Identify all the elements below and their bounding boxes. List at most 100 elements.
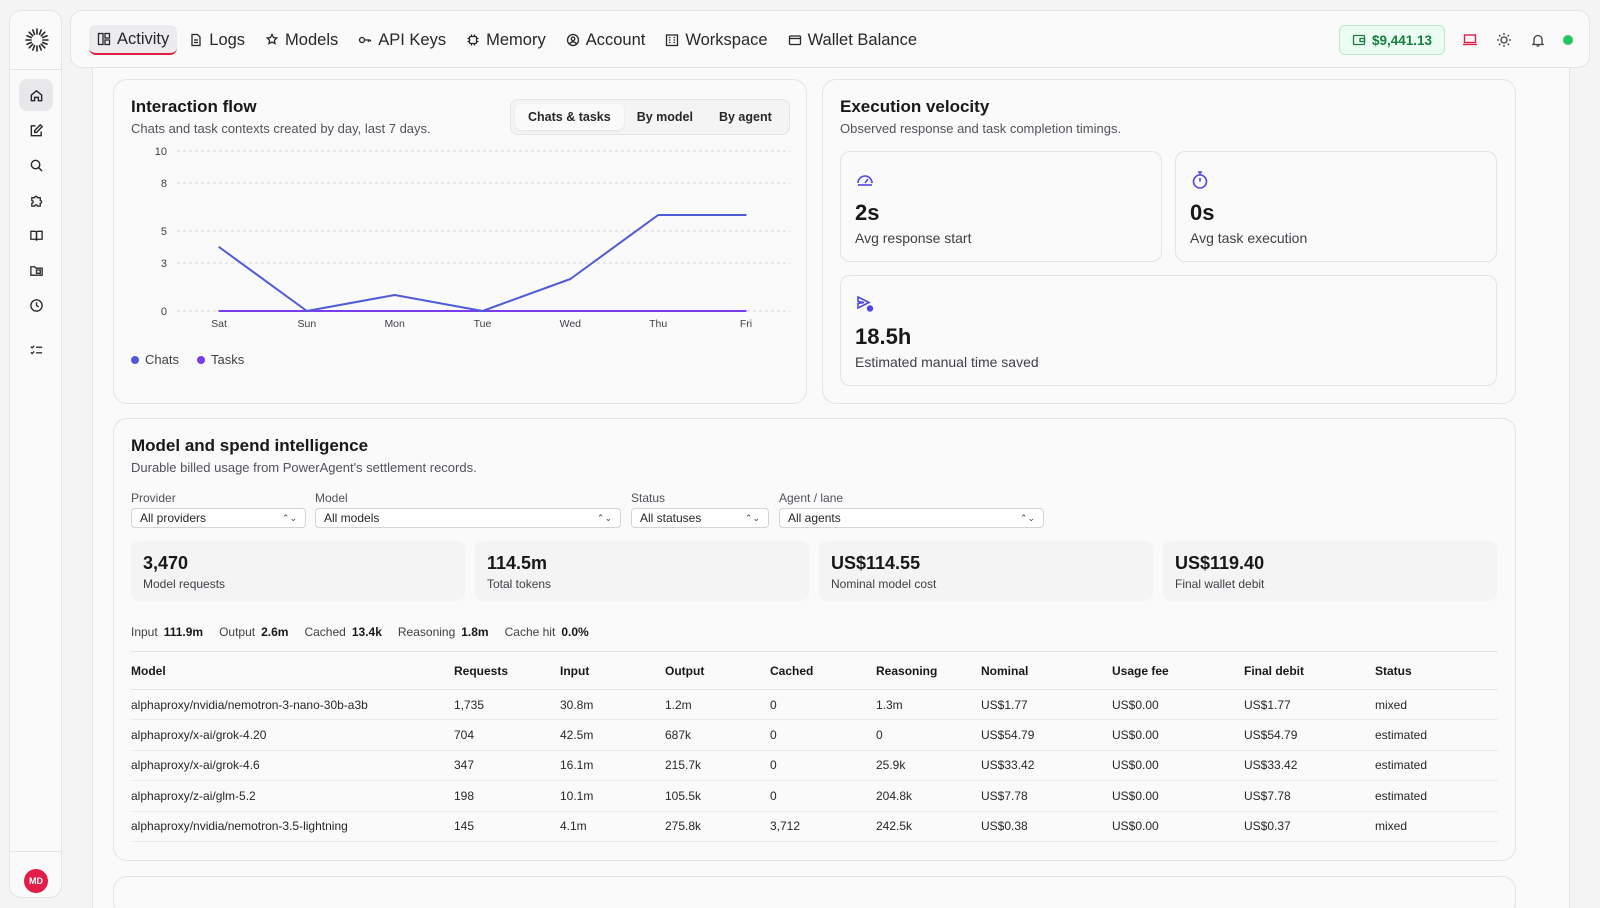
nav-memory[interactable]: Memory (458, 25, 554, 55)
x-tick-label: Wed (560, 318, 582, 330)
column-header[interactable]: Nominal (981, 663, 1029, 678)
data-point-tasks[interactable] (393, 310, 396, 312)
legend-item-tasks[interactable]: Tasks (196, 352, 245, 367)
column-header[interactable]: Final debit (1244, 663, 1304, 678)
notifications-button[interactable] (1529, 31, 1547, 49)
nav-activity[interactable]: Activity (89, 25, 178, 55)
table-row[interactable]: alphaproxy/x-ai/grok-4.20 704 42.5m 687k 0 0 U… (131, 720, 1498, 751)
token-reasoning: Reasoning 1.8m (398, 625, 489, 639)
token-output-label: Output (219, 625, 256, 639)
nav-models[interactable]: Models (257, 25, 346, 55)
data-point-chats[interactable] (306, 310, 308, 312)
book-icon (29, 230, 43, 241)
table-cell: 4.1m (560, 819, 587, 834)
table-cell: 0 (770, 697, 777, 712)
folder-icon (29, 265, 43, 276)
edit-icon (30, 123, 43, 136)
nav-api-keys-label: API Keys (378, 30, 447, 49)
sidebar-item-search[interactable] (19, 149, 53, 181)
tab-by-agent[interactable]: By agent (718, 110, 772, 124)
avatar[interactable]: MD (24, 869, 48, 893)
table-row[interactable]: alphaproxy/x-ai/grok-4.6 347 16.1m 215.7k 0 2… (131, 751, 1498, 782)
model-select[interactable]: All models ⌃⌄ (315, 508, 621, 528)
sidebar-item-history[interactable] (19, 289, 53, 321)
table-cell: 0 (770, 758, 777, 773)
puzzle-icon (30, 195, 42, 207)
clock-icon (29, 298, 43, 312)
interaction-flow-chart: 0 3 5 8 10 Sat Sun Mon Tue Wed Thu Fri (155, 146, 790, 330)
data-point-chats[interactable] (657, 214, 659, 216)
column-header[interactable]: Model (131, 663, 166, 678)
tab-chats-tasks[interactable]: Chats & tasks (515, 104, 624, 130)
table-cell: US$0.00 (1112, 728, 1159, 743)
table-cell: US$0.00 (1112, 697, 1159, 712)
checklist-icon (29, 344, 42, 355)
nav-activity-label: Activity (117, 29, 170, 48)
table-cell: 0 (876, 728, 883, 743)
table-row[interactable]: alphaproxy/nvidia/nemotron-3-nano-30b-a3… (131, 690, 1498, 721)
token-breakdown: Input 111.9m Output 2.6m Cached 13.4k Reaso… (131, 625, 589, 639)
wallet-balance-button[interactable]: $9,441.13 (1338, 25, 1445, 55)
nav-wallet-balance[interactable]: Wallet Balance (780, 25, 925, 55)
chip-icon (467, 34, 479, 46)
gauge-icon (857, 175, 873, 186)
legend-item-chats[interactable]: Chats (131, 352, 179, 367)
table-cell: US$54.79 (981, 728, 1035, 743)
column-header[interactable]: Input (560, 663, 590, 678)
sidebar-item-tasks[interactable] (19, 334, 53, 366)
model-usage-table: Model Requests Input Output Cached Reasoning N… (131, 651, 1498, 842)
data-point-chats[interactable] (218, 246, 220, 248)
sidebar-item-home[interactable] (19, 79, 53, 111)
nav-account-label: Account (585, 30, 646, 49)
legend-label-tasks: Tasks (210, 352, 245, 367)
data-point-chats[interactable] (481, 310, 484, 312)
data-point-tasks[interactable] (745, 310, 747, 312)
data-point-tasks[interactable] (657, 310, 659, 312)
column-header[interactable]: Cached (770, 663, 814, 678)
status-select[interactable]: All statuses ⌃⌄ (631, 508, 769, 528)
select-chevron-icon: ⌃⌄ (596, 512, 612, 523)
table-row[interactable]: alphaproxy/nvidia/nemotron-3.5-lightning… (131, 812, 1498, 842)
table-cell: mixed (1375, 819, 1408, 834)
data-point-chats[interactable] (393, 294, 396, 296)
x-tick-label: Thu (649, 318, 667, 330)
table-cell: US$0.00 (1112, 758, 1159, 773)
kpi-nominal-cost-label: Nominal model cost (831, 577, 937, 591)
sidebar-item-library[interactable] (19, 219, 53, 251)
column-header[interactable]: Status (1375, 663, 1412, 678)
tab-by-model[interactable]: By model (636, 110, 693, 124)
data-point-chats[interactable] (745, 214, 747, 216)
column-header[interactable]: Requests (454, 663, 509, 678)
data-point-tasks[interactable] (569, 310, 572, 312)
screen-button[interactable] (1461, 31, 1479, 49)
top-nav-bar: Activity Logs Models API Keys Memory Acc… (70, 10, 1590, 68)
token-output: Output 2.6m (219, 625, 288, 639)
nav-api-keys[interactable]: API Keys (350, 25, 454, 55)
table-cell: estimated (1375, 788, 1428, 803)
sidebar-item-plugins[interactable] (19, 184, 53, 216)
nav-logs[interactable]: Logs (181, 25, 253, 55)
stopwatch-icon (1192, 171, 1208, 189)
kpi-wallet-debit-label: Final wallet debit (1175, 577, 1265, 591)
column-header[interactable]: Output (665, 663, 705, 678)
theme-toggle[interactable] (1495, 31, 1513, 49)
agent-select[interactable]: All agents ⌃⌄ (779, 508, 1044, 528)
nav-account[interactable]: Account (558, 25, 654, 55)
y-tick-label: 10 (155, 146, 167, 158)
nav-workspace[interactable]: Workspace (657, 25, 775, 55)
table-row[interactable]: alphaproxy/z-ai/glm-5.2 198 10.1m 105.5k 0 20… (131, 781, 1498, 812)
nav-workspace-label: Workspace (685, 30, 768, 49)
sidebar-item-new[interactable] (19, 114, 53, 146)
table-cell: estimated (1375, 728, 1428, 743)
data-point-chats[interactable] (569, 278, 572, 280)
token-input-value: 111.9m (163, 625, 204, 639)
column-header[interactable]: Usage fee (1112, 663, 1169, 678)
provider-select[interactable]: All providers ⌃⌄ (131, 508, 306, 528)
data-point-tasks[interactable] (218, 310, 220, 312)
app-logo-icon[interactable] (24, 27, 50, 53)
sidebar-item-files[interactable] (19, 254, 53, 286)
x-tick-label: Fri (740, 318, 752, 330)
column-header[interactable]: Reasoning (876, 663, 938, 678)
wallet-balance-value: $9,441.13 (1371, 32, 1432, 48)
nav-wallet-balance-label: Wallet Balance (807, 30, 918, 49)
